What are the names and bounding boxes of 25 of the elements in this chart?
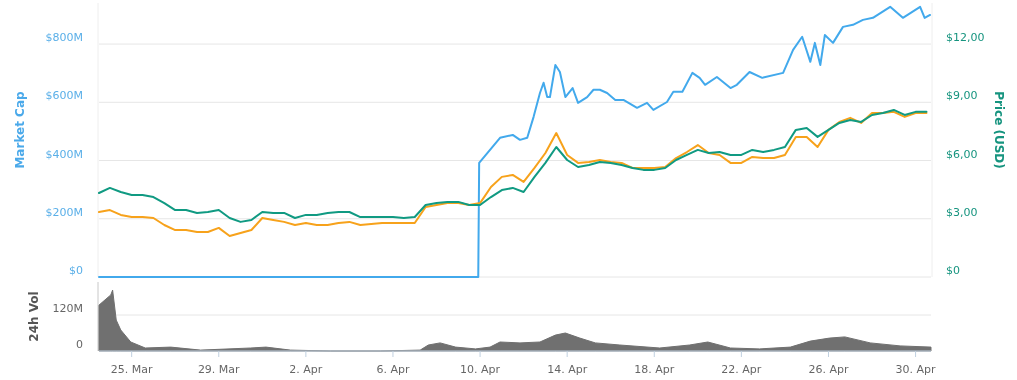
y-tick-label: 120M [52,302,83,315]
y-tick-label: $200M [45,205,83,219]
y-tick-label: $800M [45,31,83,45]
x-tick-label: 22. Apr [721,363,762,376]
y2-tick-label: $12,00 [946,31,985,45]
y2-tick-label: $0 [946,264,960,277]
y-tick-label: $400M [45,147,83,161]
y2-tick-label: $3,00 [946,205,978,219]
y-axis-title: 24h Vol [27,291,41,342]
y2-axis-title: Price (USD) [992,91,1006,169]
x-tick-label: 26. Apr [808,363,849,376]
x-tick-label: 10. Apr [460,363,501,376]
y-tick-label: $0 [69,264,83,277]
y2-tick-label: $9,00 [946,89,978,103]
y2-tick-label: $6,00 [946,147,978,161]
x-tick-label: 29. Mar [197,363,241,376]
x-tick-label: 2. Apr [289,363,323,376]
x-tick-label: 25. Mar [110,363,154,376]
y-tick-label: $600M [45,89,83,103]
x-tick-label: 18. Apr [634,363,675,376]
x-tick-label: 30. Apr [895,363,937,376]
y-tick-label: 0 [76,338,83,351]
x-tick-label: 14. Apr [547,363,588,376]
x-tick-label: 6. Apr [376,363,410,376]
y-axis-title: Market Cap [13,91,27,169]
